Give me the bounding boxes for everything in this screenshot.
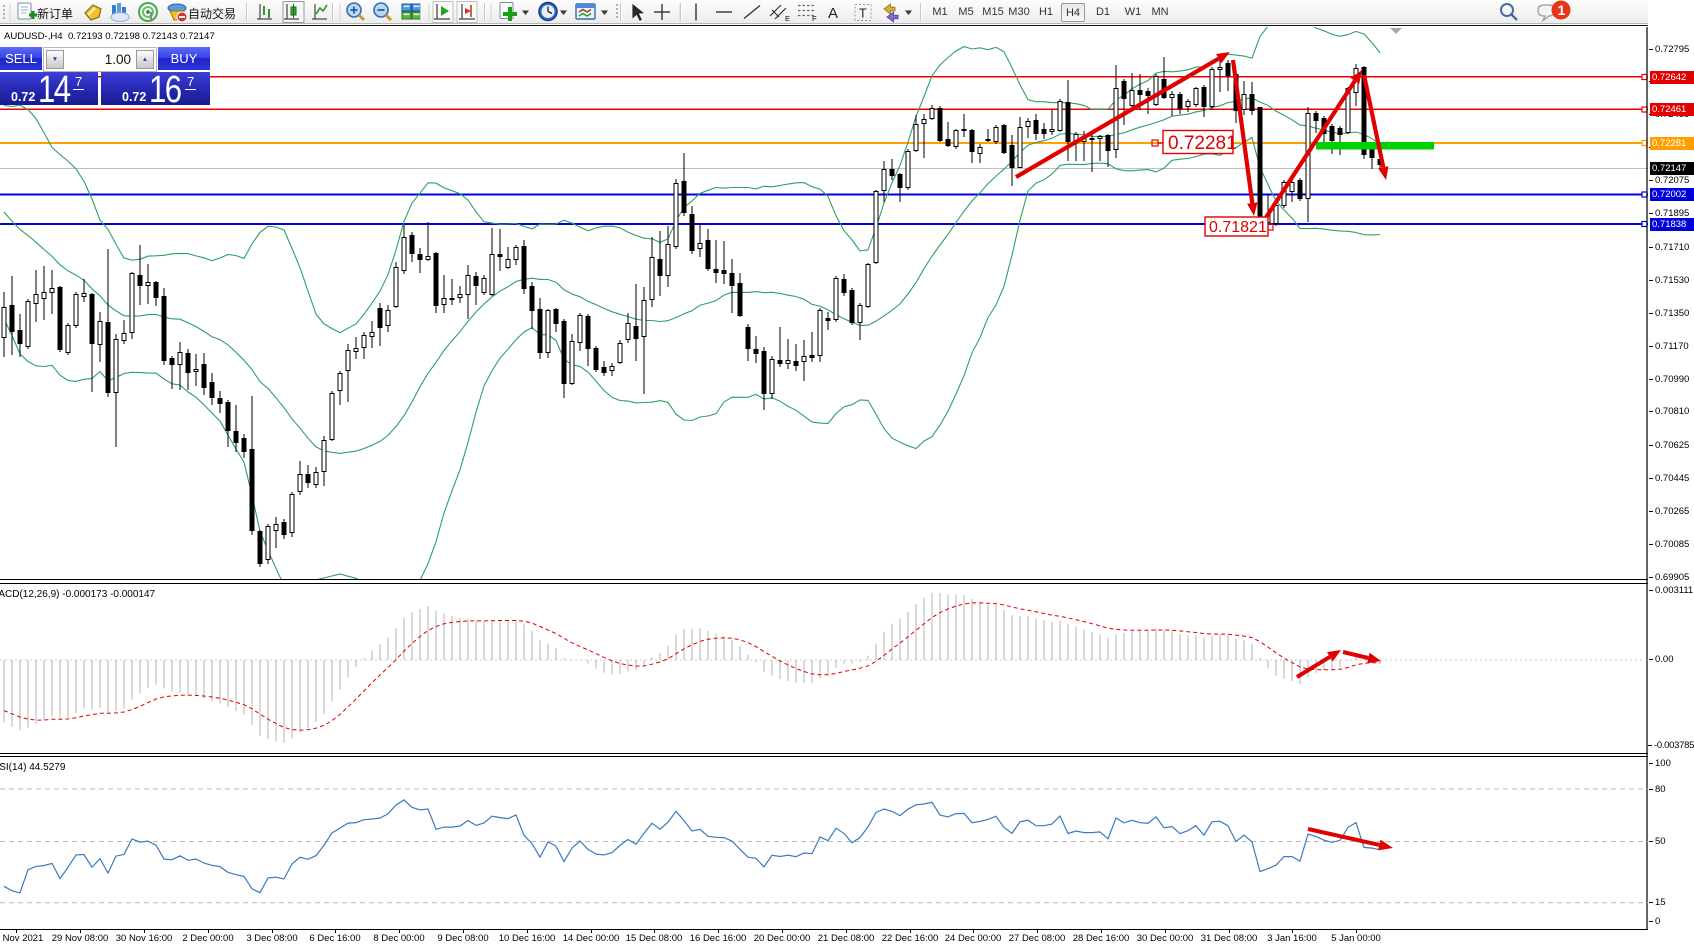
- svg-text:RSI(14) 44.5279: RSI(14) 44.5279: [0, 762, 66, 773]
- svg-text:F: F: [812, 14, 817, 23]
- svg-text:E: E: [785, 14, 790, 23]
- svg-text:T: T: [859, 7, 867, 21]
- svg-text:A: A: [828, 5, 838, 22]
- svg-text:1: 1: [1558, 2, 1566, 18]
- svg-text:0.72281: 0.72281: [1168, 133, 1237, 154]
- svg-text:MACD(12,26,9) -0.000173 -0.000: MACD(12,26,9) -0.000173 -0.000147: [0, 589, 156, 600]
- svg-text:0.71821: 0.71821: [1209, 219, 1267, 236]
